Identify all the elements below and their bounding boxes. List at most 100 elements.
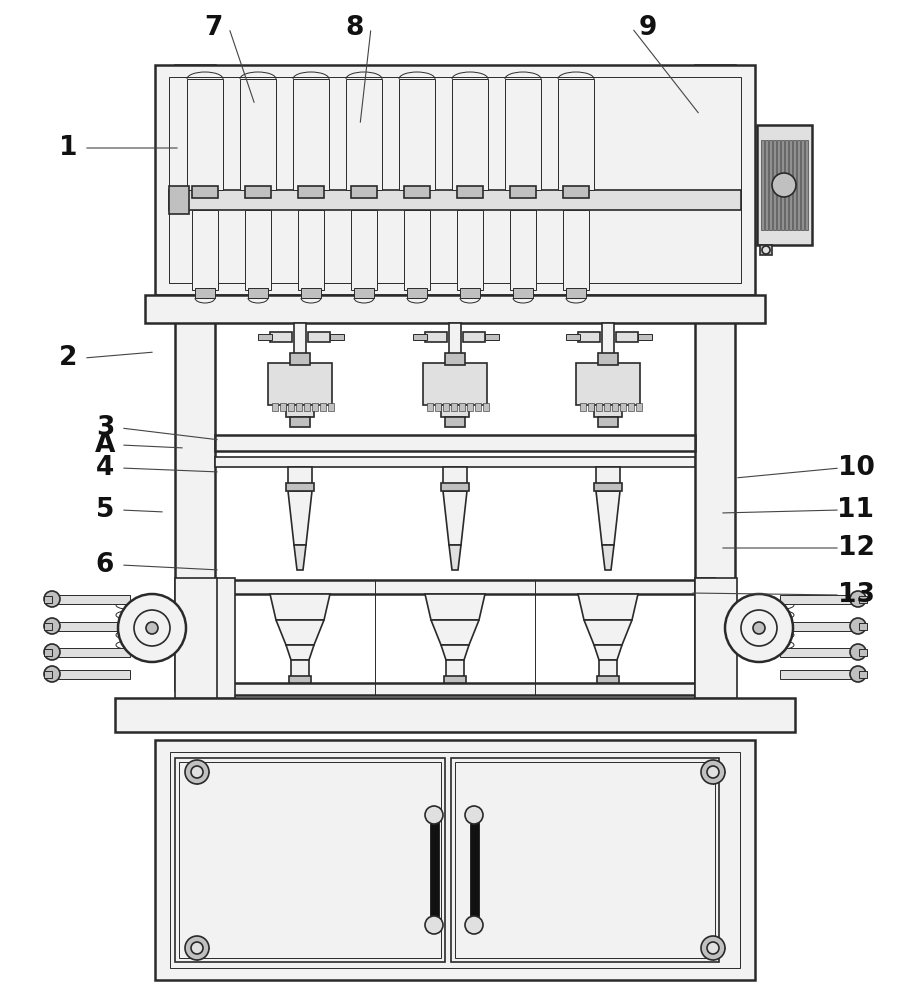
Bar xyxy=(50,670,130,679)
Bar xyxy=(455,762,715,958)
Bar xyxy=(594,405,622,417)
Circle shape xyxy=(850,666,866,682)
Bar xyxy=(298,186,324,198)
Bar xyxy=(483,403,489,411)
Bar xyxy=(859,671,867,678)
Polygon shape xyxy=(294,545,306,570)
Bar xyxy=(602,323,614,363)
Polygon shape xyxy=(288,491,312,545)
Bar xyxy=(566,288,586,298)
Bar xyxy=(475,403,481,411)
Circle shape xyxy=(707,766,719,778)
Bar xyxy=(443,467,467,485)
Bar xyxy=(695,578,715,698)
Bar xyxy=(578,332,600,342)
Bar xyxy=(789,140,792,230)
Bar xyxy=(859,596,867,603)
Bar xyxy=(797,140,800,230)
Bar xyxy=(270,332,292,342)
Bar xyxy=(636,403,642,411)
Bar xyxy=(425,332,447,342)
Bar xyxy=(780,670,860,679)
Bar xyxy=(765,140,768,230)
Bar xyxy=(258,334,272,340)
Circle shape xyxy=(44,618,60,634)
Bar xyxy=(563,186,589,198)
Bar xyxy=(294,323,306,363)
Bar xyxy=(427,403,433,411)
Text: 13: 13 xyxy=(837,582,875,608)
Polygon shape xyxy=(443,491,467,545)
Bar xyxy=(248,288,268,298)
Bar xyxy=(780,622,860,631)
Bar xyxy=(435,403,441,411)
Bar xyxy=(404,186,430,198)
Bar xyxy=(399,79,435,190)
Bar xyxy=(596,403,602,411)
Circle shape xyxy=(753,622,765,634)
Polygon shape xyxy=(276,620,324,645)
Bar xyxy=(50,595,130,604)
Bar xyxy=(695,578,737,698)
Polygon shape xyxy=(441,645,469,660)
Bar xyxy=(240,79,276,190)
Bar xyxy=(155,740,755,980)
Bar xyxy=(301,288,321,298)
Bar xyxy=(215,683,695,695)
Bar xyxy=(598,353,618,365)
Bar xyxy=(291,660,309,678)
Bar xyxy=(620,403,626,411)
Polygon shape xyxy=(286,645,314,660)
Text: 12: 12 xyxy=(837,535,875,561)
Bar xyxy=(566,334,580,340)
Bar xyxy=(175,758,445,962)
Circle shape xyxy=(425,806,443,824)
Bar xyxy=(50,622,130,631)
Circle shape xyxy=(465,916,483,934)
Polygon shape xyxy=(602,545,614,570)
Bar xyxy=(773,140,776,230)
Polygon shape xyxy=(270,594,330,620)
Circle shape xyxy=(44,591,60,607)
Bar xyxy=(170,752,740,968)
Bar xyxy=(510,186,536,198)
Bar xyxy=(460,288,480,298)
Circle shape xyxy=(850,644,866,660)
Bar xyxy=(470,820,479,920)
Bar xyxy=(777,140,780,230)
Circle shape xyxy=(701,760,725,784)
Circle shape xyxy=(425,916,443,934)
Bar xyxy=(215,578,235,698)
Bar xyxy=(44,671,52,678)
Circle shape xyxy=(465,806,483,824)
Bar xyxy=(760,245,772,255)
Bar xyxy=(761,140,764,230)
Bar xyxy=(805,140,808,230)
Circle shape xyxy=(118,594,186,662)
Bar xyxy=(558,79,594,190)
Circle shape xyxy=(762,246,770,254)
Bar xyxy=(510,210,536,290)
Bar xyxy=(298,210,324,290)
Bar xyxy=(769,140,772,230)
Circle shape xyxy=(44,644,60,660)
Bar xyxy=(288,467,312,485)
Bar xyxy=(444,676,466,683)
Circle shape xyxy=(725,594,793,662)
Bar xyxy=(580,403,586,411)
Bar xyxy=(780,595,860,604)
Bar xyxy=(192,210,218,290)
Bar xyxy=(50,648,130,657)
Bar xyxy=(354,288,374,298)
Bar xyxy=(245,186,271,198)
Bar xyxy=(451,758,719,962)
Bar xyxy=(588,403,594,411)
Bar xyxy=(459,403,465,411)
Bar xyxy=(195,288,215,298)
Bar xyxy=(44,649,52,656)
Text: 7: 7 xyxy=(204,15,222,41)
Circle shape xyxy=(191,942,203,954)
Bar xyxy=(859,623,867,630)
Bar xyxy=(44,596,52,603)
Bar xyxy=(604,403,610,411)
